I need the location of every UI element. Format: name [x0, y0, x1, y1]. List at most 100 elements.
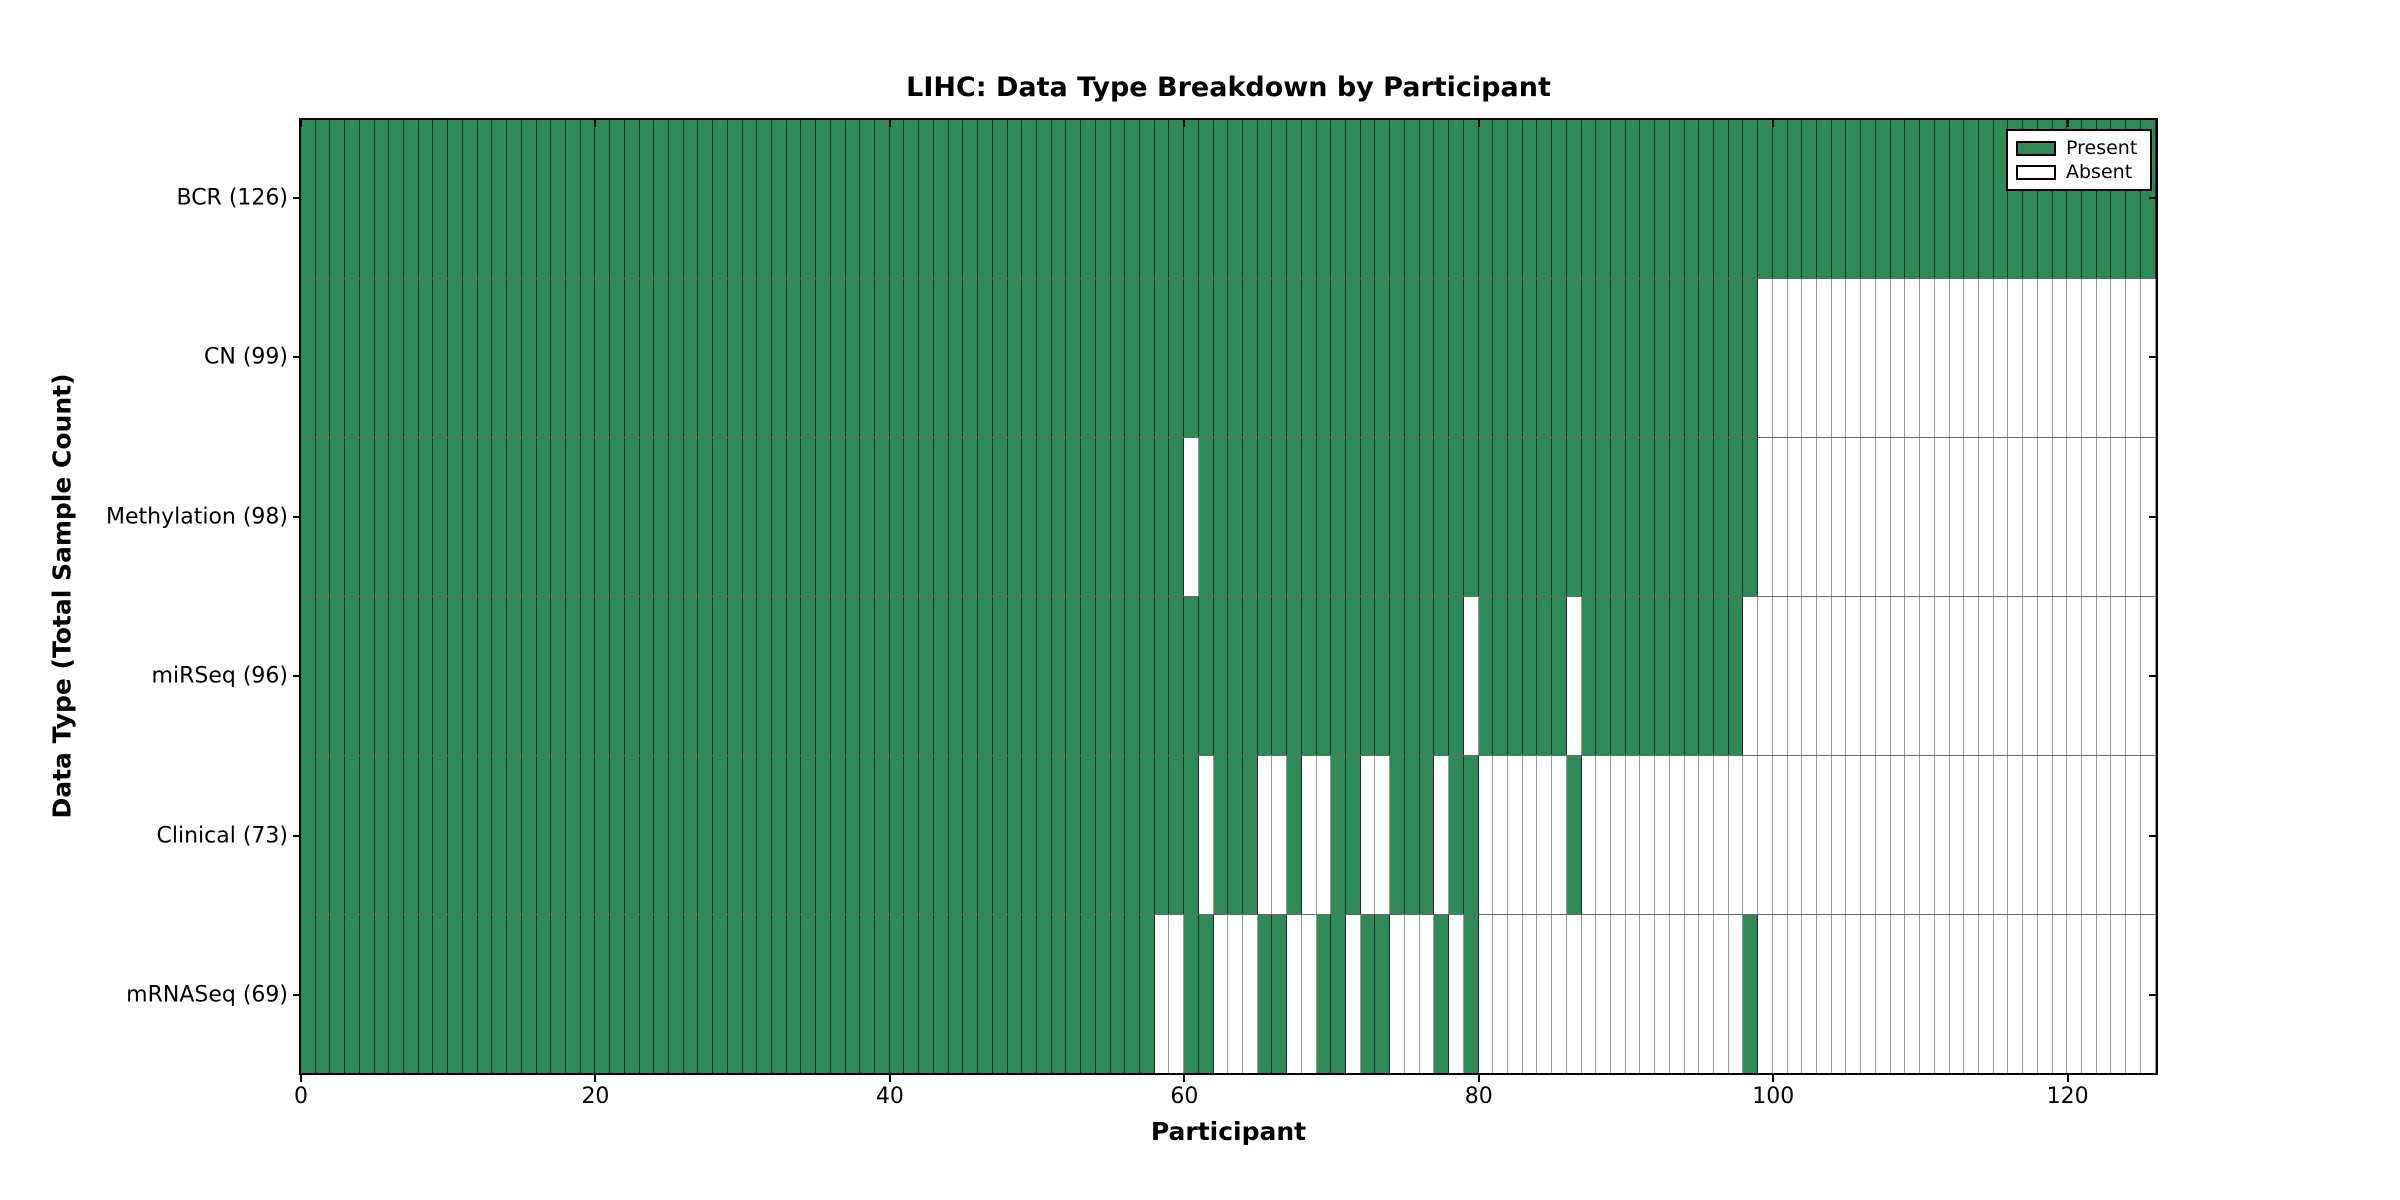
cell-CN-12-present: [477, 279, 493, 437]
cell-CN-93-present: [1669, 279, 1685, 437]
cell-Clinical-63-present: [1228, 756, 1243, 914]
cell-miRSeq-79-absent: [1463, 597, 1479, 755]
cell-miRSeq-97-present: [1728, 597, 1744, 755]
cell-BCR-89-present: [1610, 120, 1626, 278]
cell-miRSeq-85-present: [1552, 597, 1567, 755]
cell-BCR-18-present: [565, 120, 581, 278]
cell-BCR-113-present: [1964, 120, 1979, 278]
cell-mRNASeq-109-absent: [1905, 915, 1921, 1073]
cell-Methylation-72-present: [1360, 438, 1376, 596]
cell-mRNASeq-76-absent: [1419, 915, 1435, 1073]
cell-CN-35-present: [816, 279, 831, 437]
cell-miRSeq-57-present: [1139, 597, 1155, 755]
cell-BCR-84-present: [1537, 120, 1553, 278]
cell-Clinical-112-absent: [1949, 756, 1965, 914]
cell-BCR-59-present: [1169, 120, 1185, 278]
cell-miRSeq-60-present: [1184, 597, 1199, 755]
cell-BCR-98-present: [1743, 120, 1759, 278]
cell-mRNASeq-112-absent: [1949, 915, 1965, 1073]
cell-Methylation-54-present: [1095, 438, 1111, 596]
cell-miRSeq-34-present: [801, 597, 817, 755]
cell-BCR-20-present: [595, 120, 611, 278]
cell-Methylation-37-present: [845, 438, 861, 596]
cell-Methylation-84-present: [1537, 438, 1553, 596]
cell-Methylation-62-present: [1213, 438, 1229, 596]
cell-mRNASeq-108-absent: [1890, 915, 1906, 1073]
cell-Methylation-83-present: [1522, 438, 1538, 596]
cell-miRSeq-47-present: [992, 597, 1008, 755]
cell-BCR-55-present: [1110, 120, 1126, 278]
cell-miRSeq-29-present: [727, 597, 743, 755]
cell-miRSeq-24-present: [654, 597, 669, 755]
cell-BCR-72-present: [1360, 120, 1376, 278]
cell-CN-15-present: [521, 279, 537, 437]
cell-CN-74-present: [1390, 279, 1405, 437]
cell-mRNASeq-80-absent: [1478, 915, 1494, 1073]
heatmap-row-BCR: [301, 120, 2156, 279]
cell-miRSeq-95-present: [1699, 597, 1714, 755]
cell-miRSeq-106-absent: [1861, 597, 1876, 755]
cell-BCR-71-present: [1346, 120, 1361, 278]
cell-miRSeq-119-absent: [2052, 597, 2068, 755]
cell-miRSeq-13-present: [492, 597, 508, 755]
cell-CN-67-present: [1287, 279, 1302, 437]
cell-BCR-111-present: [1934, 120, 1950, 278]
cell-CN-60-present: [1184, 279, 1199, 437]
x-axis-label: Participant: [1150, 1117, 1307, 1146]
cell-miRSeq-117-absent: [2023, 597, 2038, 755]
cell-BCR-11-present: [462, 120, 478, 278]
cell-CN-104-absent: [1831, 279, 1847, 437]
cell-Clinical-56-present: [1125, 756, 1140, 914]
cell-mRNASeq-14-present: [507, 915, 522, 1073]
cell-BCR-39-present: [875, 120, 890, 278]
cell-miRSeq-72-present: [1360, 597, 1376, 755]
cell-Clinical-2-present: [330, 756, 346, 914]
cell-BCR-4-present: [359, 120, 375, 278]
cell-Methylation-36-present: [830, 438, 846, 596]
cell-mRNASeq-17-present: [551, 915, 566, 1073]
cell-Methylation-61-present: [1198, 438, 1214, 596]
cell-mRNASeq-110-absent: [1920, 915, 1935, 1073]
cell-Clinical-39-present: [875, 756, 890, 914]
cell-Clinical-117-absent: [2023, 756, 2038, 914]
cell-Clinical-36-present: [830, 756, 846, 914]
cell-Methylation-60-absent: [1184, 438, 1199, 596]
plot-area: [299, 118, 2158, 1075]
cell-mRNASeq-89-absent: [1610, 915, 1626, 1073]
cell-Clinical-102-absent: [1802, 756, 1818, 914]
cell-BCR-68-present: [1301, 120, 1317, 278]
cell-CN-53-present: [1081, 279, 1096, 437]
cell-Clinical-41-present: [904, 756, 920, 914]
cell-mRNASeq-118-absent: [2037, 915, 2053, 1073]
cell-miRSeq-122-absent: [2096, 597, 2112, 755]
cell-Clinical-61-absent: [1198, 756, 1214, 914]
y-tick-label-miRSeq: miRSeq (96): [151, 663, 288, 689]
cell-miRSeq-77-present: [1434, 597, 1450, 755]
cell-mRNASeq-94-absent: [1684, 915, 1700, 1073]
cell-Clinical-29-present: [727, 756, 743, 914]
cell-Clinical-99-absent: [1758, 756, 1773, 914]
cell-BCR-79-present: [1463, 120, 1479, 278]
cell-BCR-27-present: [698, 120, 714, 278]
cell-BCR-104-present: [1831, 120, 1847, 278]
cell-mRNASeq-10-present: [448, 915, 463, 1073]
legend-label-absent: Absent: [2066, 160, 2133, 183]
cell-Methylation-3-present: [345, 438, 360, 596]
cell-Clinical-83-absent: [1522, 756, 1538, 914]
cell-Clinical-72-absent: [1360, 756, 1376, 914]
cell-Methylation-58-present: [1154, 438, 1170, 596]
cell-CN-76-present: [1419, 279, 1435, 437]
cell-mRNASeq-66-present: [1272, 915, 1288, 1073]
cell-miRSeq-91-present: [1640, 597, 1656, 755]
cell-CN-11-present: [462, 279, 478, 437]
cell-mRNASeq-58-absent: [1154, 915, 1170, 1073]
cell-CN-21-present: [610, 279, 625, 437]
cell-Methylation-29-present: [727, 438, 743, 596]
cell-mRNASeq-3-present: [345, 915, 360, 1073]
cell-mRNASeq-24-present: [654, 915, 669, 1073]
cell-miRSeq-112-absent: [1949, 597, 1965, 755]
cell-mRNASeq-25-present: [668, 915, 684, 1073]
cell-Methylation-97-present: [1728, 438, 1744, 596]
cell-BCR-107-present: [1875, 120, 1891, 278]
cell-Methylation-34-present: [801, 438, 817, 596]
